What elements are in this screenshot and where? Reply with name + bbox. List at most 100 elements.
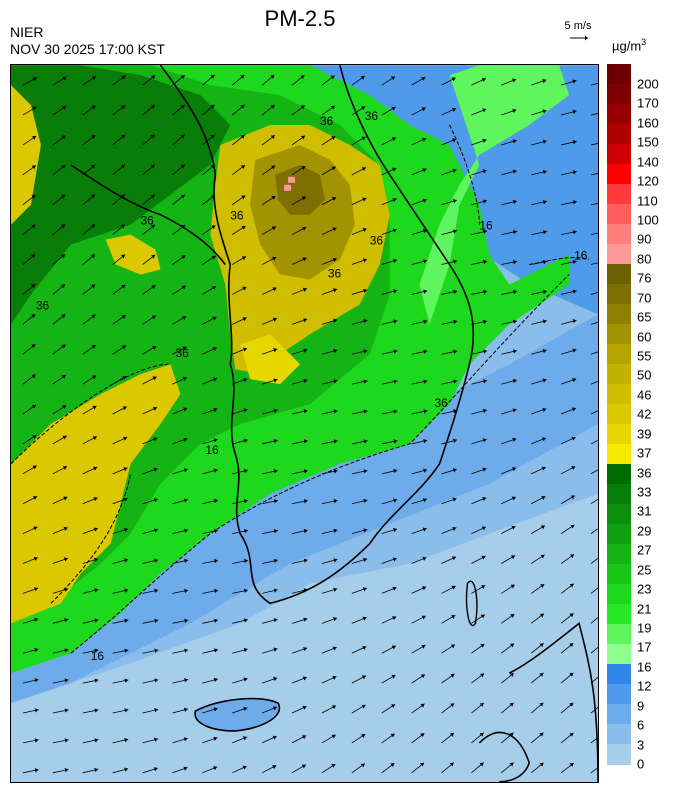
wind-arrow-head: [423, 468, 428, 473]
wind-arrow-head: [272, 317, 277, 322]
wind-arrow-head: [303, 348, 308, 353]
wind-arrow: [590, 113, 598, 116]
legend-swatch: [607, 724, 631, 745]
legend-swatch: [607, 484, 631, 505]
pm25-concentration-map[interactable]: 36 36 36 36 36 36 36 36 16 16 16 16 36: [10, 64, 599, 783]
wind-arrow: [590, 321, 598, 325]
wind-arrow-head: [421, 645, 426, 649]
wind-arrow-head: [62, 466, 67, 470]
wind-arrow-head: [452, 497, 457, 502]
wind-arrow-head: [242, 765, 247, 770]
wind-arrow-head: [61, 194, 66, 199]
wind-arrow-head: [451, 615, 456, 619]
wind-arrow-head: [182, 346, 187, 351]
wind-arrow: [590, 202, 598, 206]
wind-arrow-head: [542, 169, 547, 175]
wind-arrow-head: [242, 736, 248, 741]
wind-arrow-head: [539, 762, 544, 767]
wind-arrow-head: [61, 165, 66, 169]
contour-labels: 36 36 36 36 36 36 36 36 16 16 16 16 36: [36, 109, 588, 663]
wind-arrow-head: [363, 439, 368, 444]
wind-arrow-head: [242, 317, 247, 322]
wind-arrow-head: [330, 75, 335, 80]
wind-arrow-head: [61, 374, 66, 379]
wind-arrow-head: [212, 316, 217, 321]
band-36-46-west: [11, 364, 181, 624]
wind-arrow-head: [393, 468, 398, 474]
wind-arrow-head: [363, 349, 368, 354]
wind-arrow-head: [61, 314, 66, 319]
wind-arrow-head: [153, 498, 158, 503]
wind-arrow-head: [513, 229, 517, 235]
wind-arrow-head: [183, 437, 188, 442]
wind-arrow-head: [64, 768, 69, 773]
legend-label: 19: [637, 620, 652, 636]
wind-arrow-head: [121, 284, 126, 289]
wind-reference-label: 5 m/s: [564, 20, 592, 32]
legend-label: 21: [637, 601, 652, 617]
wind-arrow-head: [303, 409, 308, 414]
wind-arrow-head: [91, 284, 96, 289]
wind-arrow-head: [31, 374, 36, 379]
wind-arrow-head: [392, 167, 397, 172]
wind-arrow-head: [362, 646, 367, 650]
wind-arrow-head: [243, 588, 248, 593]
wind-arrow-head: [420, 733, 425, 738]
wind-arrow-head: [451, 556, 457, 561]
wind-arrow-head: [273, 558, 278, 564]
legend-label: 23: [637, 581, 652, 597]
wind-arrow-head: [303, 469, 308, 474]
wind-arrow-head: [541, 496, 546, 500]
wind-arrow-head: [539, 613, 544, 618]
wind-arrow-head: [423, 349, 428, 354]
wind-arrow-head: [154, 737, 158, 742]
wind-arrow-head: [512, 437, 517, 442]
wind-arrow-head: [183, 498, 188, 503]
wind-arrow-head: [331, 764, 336, 768]
wind-arrow-head: [183, 468, 188, 473]
wind-arrow-head: [240, 165, 245, 170]
contour-label: 36: [320, 114, 334, 128]
wind-arrow-head: [571, 407, 576, 412]
wind-arrow-head: [271, 196, 276, 200]
wind-arrow-head: [180, 194, 185, 199]
legend-swatch: [607, 544, 631, 565]
wind-arrow-head: [153, 467, 158, 472]
legend-label: 25: [637, 562, 652, 578]
wind-arrow-head: [333, 439, 338, 444]
wind-arrow-head: [180, 134, 185, 139]
wind-arrow-head: [64, 618, 69, 623]
wind-arrow-head: [452, 468, 457, 473]
wind-arrow-head: [423, 409, 428, 414]
wind-arrow-head: [450, 703, 455, 708]
legend-label: 90: [637, 231, 652, 247]
wind-arrow-head: [91, 76, 96, 80]
wind-arrow-head: [31, 254, 36, 259]
wind-arrow-head: [510, 555, 516, 560]
wind-arrow-head: [541, 466, 546, 471]
wind-arrow-head: [332, 646, 337, 651]
wind-arrow-head: [183, 707, 188, 712]
wind-arrow-head: [422, 228, 427, 234]
wind-arrow-head: [539, 732, 544, 737]
wind-arrow-head: [512, 199, 517, 205]
wind-arrow-head: [303, 617, 308, 622]
wind-arrow-head: [419, 762, 425, 767]
wind-arrow-head: [213, 736, 218, 741]
legend-swatch: [607, 164, 631, 185]
wind-arrow-head: [452, 199, 457, 204]
wind-arrow-head: [422, 556, 427, 561]
wind-arrow-head: [213, 438, 218, 443]
wind-arrow-head: [94, 678, 99, 683]
band-60-70-core: [275, 164, 325, 215]
legend-swatch: [607, 604, 631, 625]
contour-label: 16: [205, 443, 219, 457]
wind-arrow-head: [482, 438, 487, 443]
wind-arrow-head: [572, 319, 577, 324]
wind-arrow-head: [393, 319, 398, 324]
wind-arrow-head: [479, 732, 484, 737]
legend-label: 50: [637, 367, 652, 383]
legend-swatch: [607, 684, 631, 705]
wind-arrow-head: [34, 617, 39, 622]
wind-arrow-head: [92, 375, 97, 380]
